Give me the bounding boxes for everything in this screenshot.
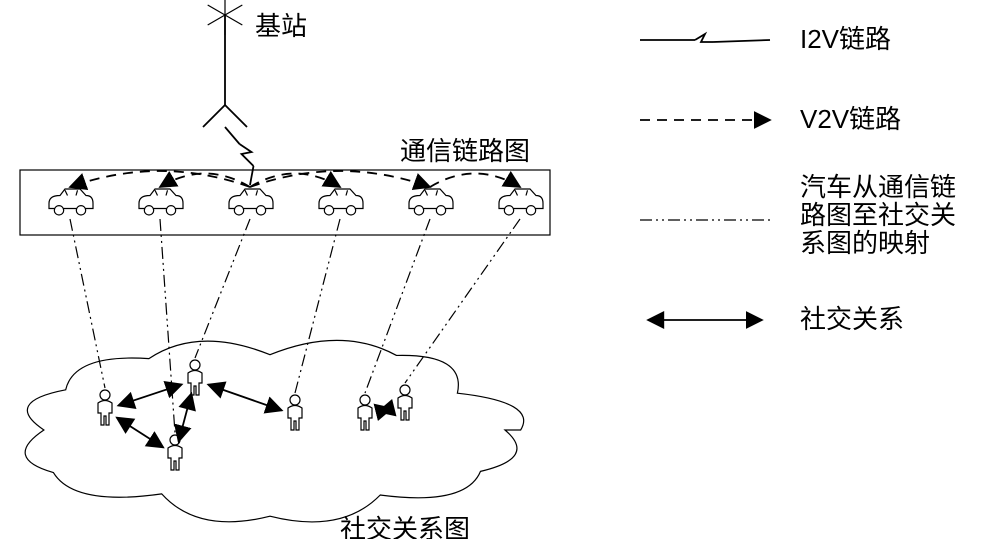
i2v-link (250, 166, 254, 185)
mapping-link (405, 219, 520, 383)
legend-label: V2V链路 (800, 104, 901, 134)
legend-label: I2V链路 (800, 24, 891, 54)
mapping-link (160, 219, 175, 433)
person-icon (358, 395, 372, 430)
person-icon (188, 360, 202, 395)
car-icon (409, 189, 453, 215)
legend-label: 社交关系 (800, 304, 904, 334)
car-icon (139, 189, 183, 215)
bolt-icon (240, 144, 254, 166)
mapping-link (70, 219, 105, 388)
v2v-link (250, 171, 430, 187)
person-icon (288, 395, 302, 430)
mapping-link (365, 219, 430, 393)
social-edge (208, 385, 282, 411)
v2v-link (430, 174, 520, 188)
social-edge (117, 418, 163, 448)
social-cloud (25, 340, 524, 522)
person-icon (98, 390, 112, 425)
car-icon (499, 189, 543, 215)
car-icon (49, 189, 93, 215)
base-station-icon: 基站 (203, 0, 307, 127)
i2v-link (225, 127, 240, 144)
social-edge (179, 394, 192, 442)
v2v-link (160, 174, 250, 188)
person-icon (168, 435, 182, 470)
comm-graph-box (20, 170, 550, 235)
person-icon (398, 385, 412, 420)
legend-label: 系图的映射 (800, 228, 930, 258)
base-station-label: 基站 (255, 11, 307, 41)
comm-graph-label: 通信链路图 (400, 136, 530, 166)
legend-bolt-icon (695, 34, 713, 42)
mapping-link (195, 219, 250, 358)
social-edge (379, 408, 392, 411)
car-icon (319, 189, 363, 215)
legend-label: 路图至社交关 (800, 200, 956, 230)
mapping-link (295, 219, 340, 393)
v2v-link (70, 171, 250, 187)
social-graph-label: 社交关系图 (340, 514, 470, 539)
v2v-link (250, 174, 340, 188)
car-icon (229, 189, 273, 215)
legend-label: 汽车从通信链 (800, 172, 956, 202)
